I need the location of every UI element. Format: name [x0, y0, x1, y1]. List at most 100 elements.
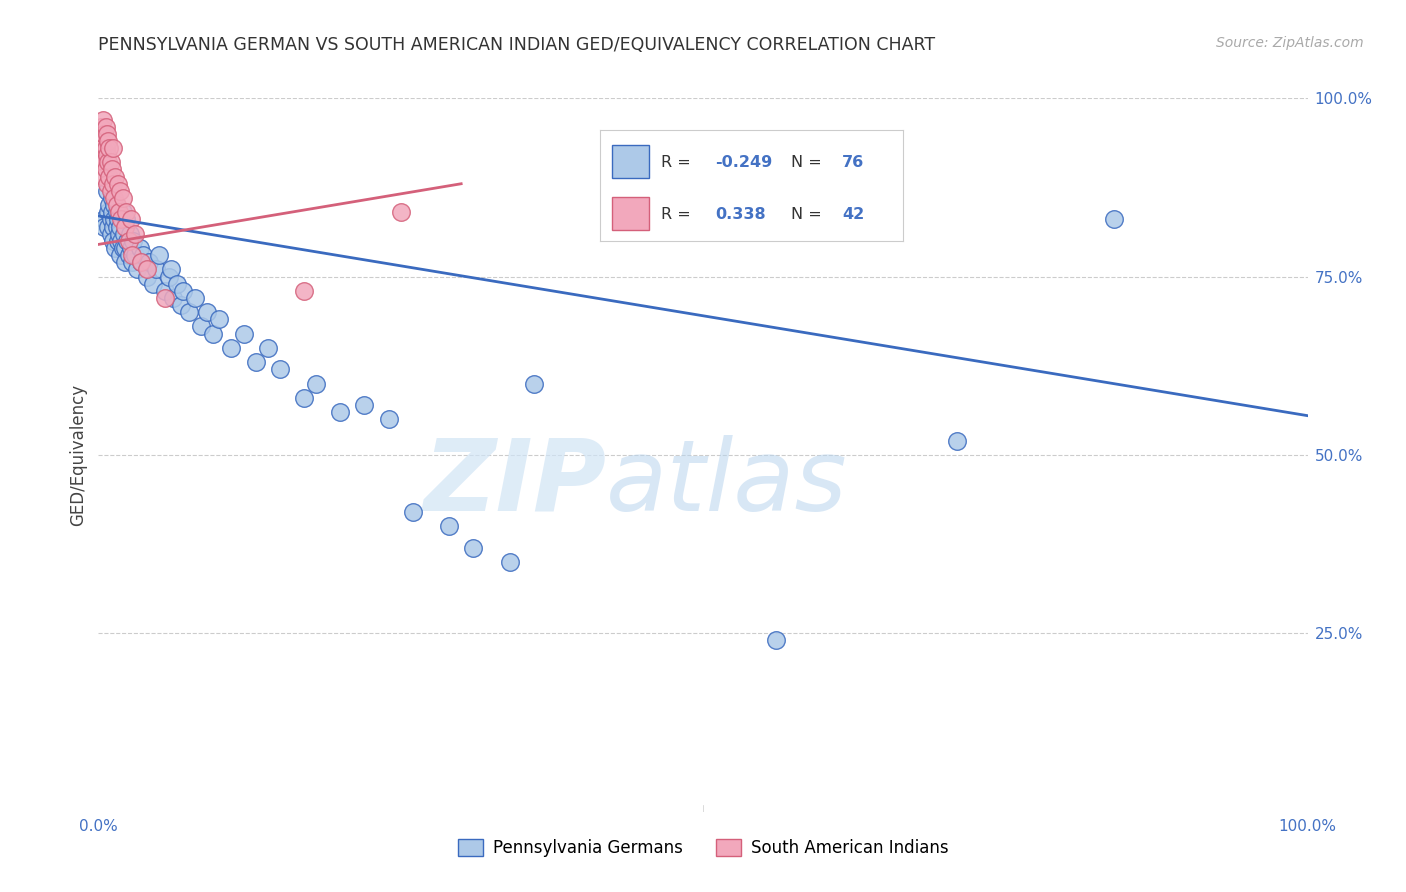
Point: [93, 127, 115, 141]
Point: [97, 155, 120, 169]
Point: [377, 412, 399, 426]
Point: [100, 184, 122, 198]
Point: [132, 248, 155, 262]
Point: [946, 434, 969, 448]
Point: [107, 177, 129, 191]
Point: [90, 120, 112, 134]
Point: [122, 234, 145, 248]
Point: [105, 205, 128, 219]
Point: [94, 162, 117, 177]
Point: [91, 112, 114, 127]
Point: [292, 391, 315, 405]
Point: [157, 269, 180, 284]
Point: [115, 205, 138, 219]
Point: [101, 141, 124, 155]
Point: [127, 262, 149, 277]
Point: [104, 169, 127, 184]
Point: [208, 312, 231, 326]
Point: [389, 205, 412, 219]
Point: [353, 398, 375, 412]
Point: [101, 219, 124, 234]
Point: [94, 120, 117, 134]
Point: [118, 227, 141, 241]
Point: [100, 191, 122, 205]
Point: [97, 219, 120, 234]
Point: [114, 219, 136, 234]
Point: [329, 405, 352, 419]
Point: [463, 541, 485, 555]
Point: [91, 141, 114, 155]
Text: Source: ZipAtlas.com: Source: ZipAtlas.com: [1216, 36, 1364, 50]
Point: [121, 255, 143, 269]
Point: [232, 326, 254, 341]
Point: [110, 212, 132, 227]
Point: [292, 284, 315, 298]
Point: [765, 633, 787, 648]
Point: [111, 241, 134, 255]
Point: [100, 162, 122, 177]
Point: [96, 148, 118, 162]
Point: [128, 241, 150, 255]
Point: [96, 184, 118, 198]
Point: [245, 355, 267, 369]
Point: [98, 141, 121, 155]
Point: [498, 555, 520, 569]
Point: [195, 305, 218, 319]
Point: [91, 148, 114, 162]
Point: [114, 241, 136, 255]
Y-axis label: GED/Equivalency: GED/Equivalency: [69, 384, 87, 526]
Point: [100, 155, 122, 169]
Point: [121, 248, 143, 262]
Point: [118, 234, 141, 248]
Point: [94, 141, 117, 155]
Point: [153, 291, 176, 305]
Point: [93, 219, 115, 234]
Point: [172, 284, 194, 298]
Point: [221, 341, 243, 355]
Point: [93, 155, 115, 169]
Point: [269, 362, 291, 376]
Point: [103, 198, 125, 212]
Point: [117, 234, 139, 248]
Point: [124, 248, 146, 262]
Point: [108, 227, 131, 241]
Point: [100, 205, 122, 219]
Point: [97, 134, 120, 148]
Point: [101, 177, 124, 191]
Point: [129, 255, 152, 269]
Point: [107, 212, 129, 227]
Point: [202, 326, 225, 341]
Point: [305, 376, 328, 391]
Point: [105, 198, 128, 212]
Point: [135, 269, 157, 284]
Point: [107, 234, 129, 248]
Point: [111, 191, 134, 205]
Point: [148, 248, 170, 262]
Point: [103, 212, 125, 227]
Point: [118, 248, 141, 262]
Point: [97, 205, 120, 219]
Point: [402, 505, 425, 519]
Point: [135, 262, 157, 277]
Point: [96, 127, 118, 141]
Point: [169, 298, 191, 312]
Text: PENNSYLVANIA GERMAN VS SOUTH AMERICAN INDIAN GED/EQUIVALENCY CORRELATION CHART: PENNSYLVANIA GERMAN VS SOUTH AMERICAN IN…: [98, 36, 935, 54]
Point: [111, 205, 134, 219]
Point: [166, 277, 188, 291]
Point: [101, 234, 124, 248]
Point: [437, 519, 460, 533]
Text: atlas: atlas: [606, 435, 848, 532]
Point: [108, 248, 131, 262]
Point: [120, 241, 142, 255]
Point: [93, 169, 115, 184]
Point: [1102, 212, 1125, 227]
Point: [108, 219, 131, 234]
Point: [93, 212, 115, 227]
Point: [142, 277, 165, 291]
Point: [105, 219, 128, 234]
Point: [162, 291, 184, 305]
Point: [129, 255, 152, 269]
Legend: Pennsylvania Germans, South American Indians: Pennsylvania Germans, South American Ind…: [451, 832, 955, 864]
Point: [120, 212, 142, 227]
Point: [96, 177, 118, 191]
